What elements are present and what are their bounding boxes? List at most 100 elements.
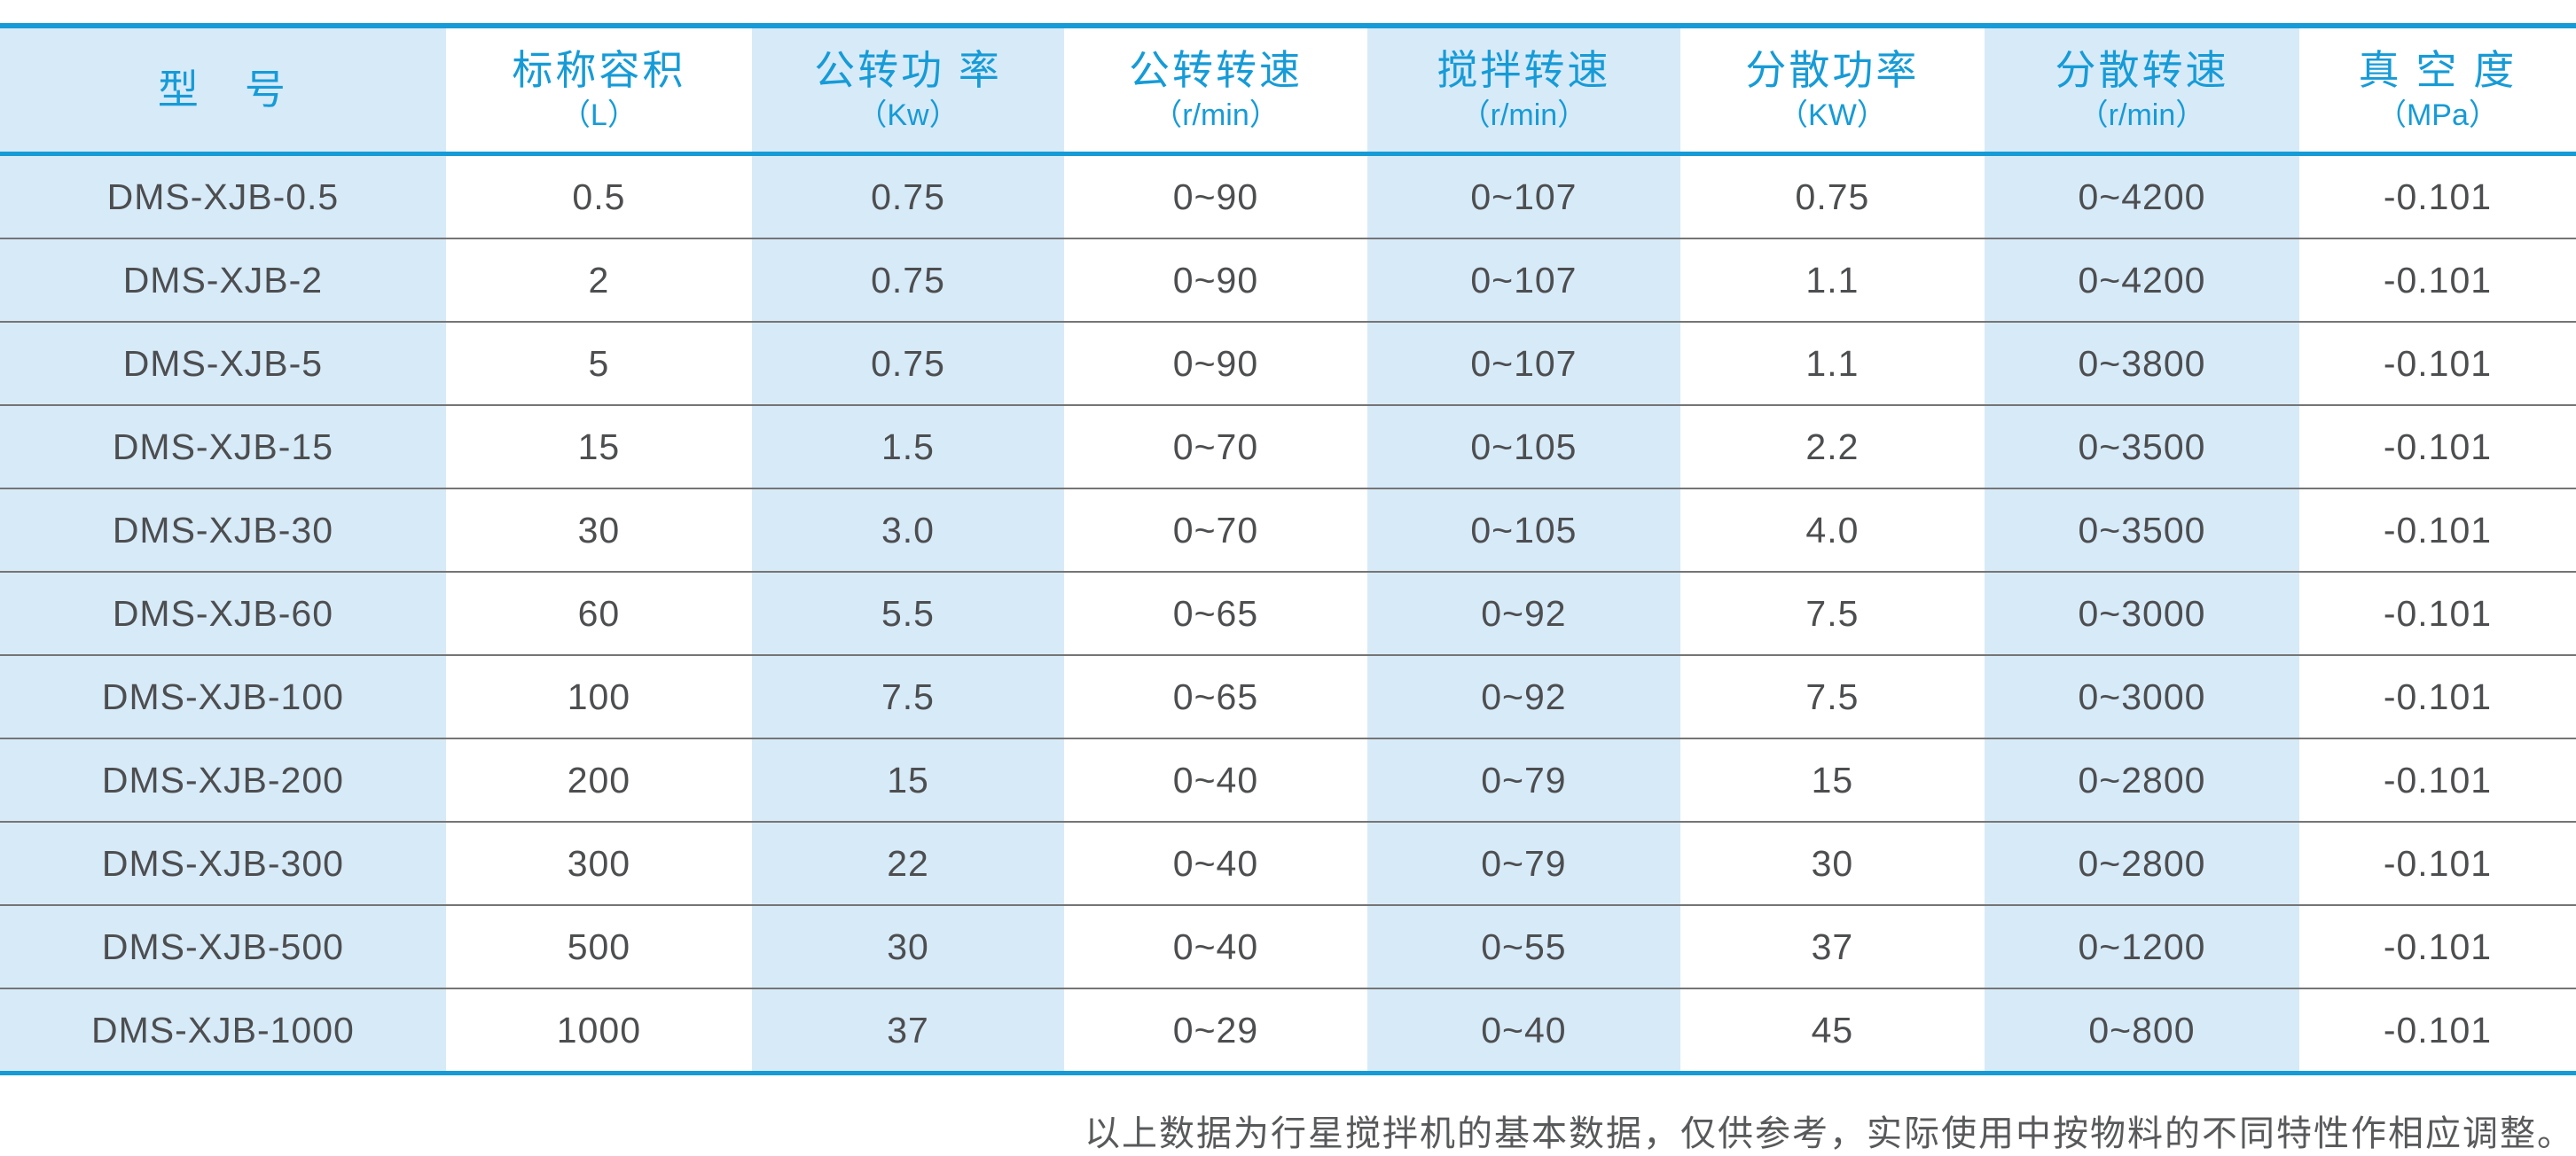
value-cell: 1.5 xyxy=(751,406,1065,488)
value-cell: -0.101 xyxy=(2383,676,2493,717)
model-cell: DMS-XJB-200 xyxy=(0,739,446,821)
model-cell: DMS-XJB-2 xyxy=(0,239,446,321)
table-row: DMS-XJB-1000 1000 37 0~29 0~40 45 0~800 -0.101 xyxy=(0,988,2576,1071)
value-cell: 0~29 xyxy=(1172,1009,1259,1051)
header-row: 型 号 标称容积 （L） 公转功 率 （Kw） 公转转速 （r/min） 搅拌转速 （r/min… xyxy=(0,28,2576,156)
value-cell: 0.75 xyxy=(751,239,1065,321)
model-cell: DMS-XJB-500 xyxy=(0,906,446,988)
footnote: 以上数据为行星搅拌机的基本数据，仅供参考，实际使用中按物料的不同特性作相应调整。 xyxy=(1084,1113,2574,1153)
value-cell: 2 xyxy=(588,259,610,301)
value-cell: 1000 xyxy=(556,1009,641,1051)
value-cell: 60 xyxy=(577,592,621,634)
model-cell: DMS-XJB-30 xyxy=(0,489,446,571)
column-header-4: 公转转速 （r/min） xyxy=(1064,28,1367,152)
value-cell: 0~107 xyxy=(1366,239,1680,321)
value-cell: 300 xyxy=(567,842,631,884)
value-cell: 0~1200 xyxy=(1984,906,2299,988)
value-cell: 0.75 xyxy=(751,323,1065,404)
value-cell: -0.101 xyxy=(2383,259,2493,301)
column-title: 公转转速 xyxy=(1128,47,1303,94)
value-cell: 0~2800 xyxy=(1984,739,2299,821)
value-cell: 37 xyxy=(751,989,1065,1071)
value-cell: 0~79 xyxy=(1366,739,1680,821)
column-unit: （r/min） xyxy=(1152,98,1280,132)
model-cell: DMS-XJB-5 xyxy=(0,323,446,404)
value-cell: 30 xyxy=(751,906,1065,988)
value-cell: 0~105 xyxy=(1366,406,1680,488)
value-cell: 0~107 xyxy=(1366,323,1680,404)
value-cell: 0~3000 xyxy=(1984,656,2299,738)
value-cell: 7.5 xyxy=(751,656,1065,738)
model-cell: DMS-XJB-0.5 xyxy=(0,156,446,238)
column-header-5: 搅拌转速 （r/min） xyxy=(1366,28,1680,152)
column-unit: （r/min） xyxy=(2078,98,2206,132)
column-header-2: 标称容积 （L） xyxy=(446,28,752,152)
value-cell: 0.5 xyxy=(572,176,626,217)
column-title: 分散功率 xyxy=(1745,47,1920,94)
value-cell: -0.101 xyxy=(2383,509,2493,551)
table-row: DMS-XJB-100 100 7.5 0~65 0~92 7.5 0~3000 -0.101 xyxy=(0,654,2576,738)
value-cell: 100 xyxy=(567,676,631,717)
model-cell: DMS-XJB-300 xyxy=(0,823,446,904)
model-cell: DMS-XJB-100 xyxy=(0,656,446,738)
value-cell: 0.75 xyxy=(1795,176,1870,217)
table-row: DMS-XJB-60 60 5.5 0~65 0~92 7.5 0~3000 -0.101 xyxy=(0,571,2576,654)
table-row: DMS-XJB-15 15 1.5 0~70 0~105 2.2 0~3500 -0.101 xyxy=(0,404,2576,488)
column-title: 搅拌转速 xyxy=(1437,47,1611,94)
table-row: DMS-XJB-30 30 3.0 0~70 0~105 4.0 0~3500 -0.101 xyxy=(0,488,2576,571)
value-cell: 4.0 xyxy=(1805,509,1860,551)
value-cell: 0~92 xyxy=(1366,573,1680,654)
value-cell: 0~4200 xyxy=(1984,156,2299,238)
value-cell: 2.2 xyxy=(1805,426,1860,467)
value-cell: 0~2800 xyxy=(1984,823,2299,904)
table-row: DMS-XJB-500 500 30 0~40 0~55 37 0~1200 -0.101 xyxy=(0,904,2576,988)
value-cell: 0~79 xyxy=(1366,823,1680,904)
value-cell: 0~3800 xyxy=(1984,323,2299,404)
value-cell: -0.101 xyxy=(2383,926,2493,967)
column-title: 公转功 率 xyxy=(814,47,1002,94)
column-title: 标称容积 xyxy=(512,47,686,94)
value-cell: 0.75 xyxy=(751,156,1065,238)
value-cell: 0~3500 xyxy=(1984,489,2299,571)
value-cell: 200 xyxy=(567,759,631,801)
value-cell: 0~3500 xyxy=(1984,406,2299,488)
value-cell: 0~70 xyxy=(1172,426,1259,467)
value-cell: 0~65 xyxy=(1172,676,1259,717)
value-cell: 0~90 xyxy=(1172,176,1259,217)
value-cell: 0~105 xyxy=(1366,489,1680,571)
table-row: DMS-XJB-0.5 0.5 0.75 0~90 0~107 0.75 0~4200 -0.… xyxy=(0,156,2576,238)
table-row: DMS-XJB-2 2 0.75 0~90 0~107 1.1 0~4200 -0.101 xyxy=(0,238,2576,321)
column-unit: （MPa） xyxy=(2376,98,2499,132)
value-cell: 45 xyxy=(1811,1009,1854,1051)
column-header-3: 公转功 率 （Kw） xyxy=(751,28,1065,152)
value-cell: 0~90 xyxy=(1172,259,1259,301)
column-unit: （Kw） xyxy=(857,98,959,132)
value-cell: 0~40 xyxy=(1172,842,1259,884)
value-cell: -0.101 xyxy=(2383,426,2493,467)
column-header-7: 分散转速 （r/min） xyxy=(1984,28,2299,152)
value-cell: 0~40 xyxy=(1172,926,1259,967)
model-cell: DMS-XJB-15 xyxy=(0,406,446,488)
value-cell: 0~40 xyxy=(1366,989,1680,1071)
column-title: 型 号 xyxy=(157,66,288,113)
column-unit: （KW） xyxy=(1778,98,1887,132)
value-cell: -0.101 xyxy=(2383,176,2493,217)
column-header-6: 分散功率 （KW） xyxy=(1680,28,1985,152)
column-unit: （r/min） xyxy=(1460,98,1588,132)
value-cell: 0~4200 xyxy=(1984,239,2299,321)
value-cell: 0~107 xyxy=(1366,156,1680,238)
value-cell: -0.101 xyxy=(2383,342,2493,384)
value-cell: 7.5 xyxy=(1805,592,1860,634)
value-cell: -0.101 xyxy=(2383,842,2493,884)
table-row: DMS-XJB-200 200 15 0~40 0~79 15 0~2800 -0.101 xyxy=(0,738,2576,821)
value-cell: 3.0 xyxy=(751,489,1065,571)
value-cell: 0~40 xyxy=(1172,759,1259,801)
value-cell: -0.101 xyxy=(2383,1009,2493,1051)
value-cell: -0.101 xyxy=(2383,592,2493,634)
table-row: DMS-XJB-5 5 0.75 0~90 0~107 1.1 0~3800 -0.101 xyxy=(0,321,2576,404)
value-cell: 15 xyxy=(1811,759,1854,801)
value-cell: 37 xyxy=(1811,926,1854,967)
value-cell: 0~55 xyxy=(1366,906,1680,988)
value-cell: 1.1 xyxy=(1805,342,1860,384)
column-title: 分散转速 xyxy=(2055,47,2229,94)
